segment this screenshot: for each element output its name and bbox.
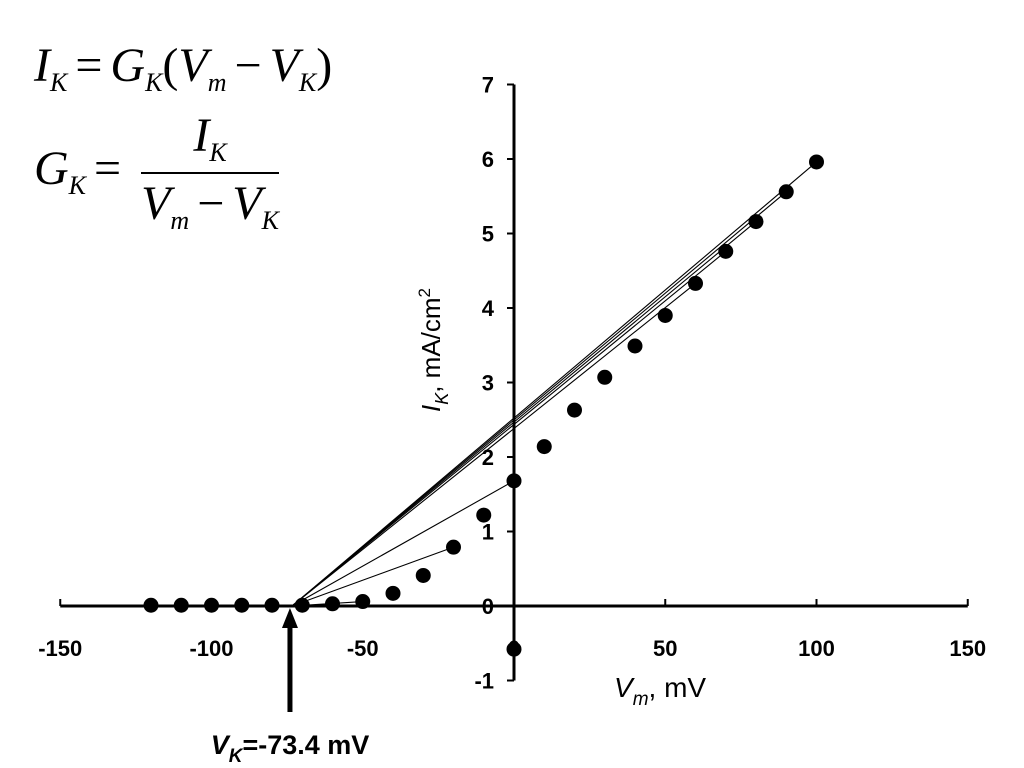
eq2-lhs: G [34, 142, 69, 196]
data-point [446, 539, 461, 555]
conductance-equation: GK = IK Vm − VK [34, 112, 279, 234]
y-axis-label-sup: 2 [415, 288, 434, 297]
data-point [567, 402, 582, 418]
x-tick-label: 50 [653, 636, 677, 661]
chord-line [291, 480, 515, 607]
eq2-den-vk-sub: K [261, 206, 279, 235]
eq1-g: G [110, 39, 146, 92]
data-point [809, 154, 824, 170]
x-axis-label-rest: , mV [649, 672, 707, 703]
y-tick-label: 5 [482, 222, 494, 247]
x-tick-label: -100 [189, 636, 233, 661]
data-point [627, 338, 643, 354]
data-point [476, 507, 492, 523]
data-point [415, 567, 431, 583]
eq2-fraction-bar [141, 172, 279, 174]
eq2-equals: = [94, 142, 122, 196]
eq2-num-i: I [193, 109, 210, 162]
x-axis-label-sub: m [633, 689, 649, 710]
vk-annotation-label: VK=-73.4 mV [211, 730, 370, 767]
vk-label-main: V [211, 730, 231, 760]
vk-arrow [281, 608, 298, 712]
eq1-open-paren: ( [162, 39, 179, 92]
data-point [657, 307, 673, 323]
x-ticks: -150-100-50050100150 [38, 599, 986, 661]
eq1-vk: V [269, 39, 299, 92]
current-equation: IK = GK(Vm − VK) [34, 42, 332, 96]
data-point [778, 184, 794, 200]
vk-label-rest: =-73.4 mV [242, 730, 369, 760]
y-axis-label: IK, mA/cm2 [415, 288, 452, 412]
eq1-minus: − [234, 39, 262, 92]
data-points [143, 154, 824, 657]
eq2-numerator: IK [141, 112, 279, 172]
eq1-lhs-sub: K [49, 68, 68, 97]
x-tick-label: -150 [38, 636, 82, 661]
y-ticks: -1 0 1 2 3 4 5 6 7 [474, 73, 514, 694]
eq1-g-sub: K [145, 68, 163, 97]
eq2-lhs-sub: K [68, 171, 87, 201]
eq1-close-paren: ) [316, 39, 333, 92]
data-point [294, 597, 310, 613]
y-axis-label-sub: K [432, 392, 452, 405]
data-point [234, 597, 250, 613]
vk-arrow-head [281, 608, 298, 628]
chord-line [291, 282, 696, 607]
eq1-lhs: I [34, 39, 50, 92]
data-point [385, 585, 401, 601]
eq2-num-sub: K [209, 138, 227, 167]
data-point [506, 473, 522, 489]
data-point [173, 597, 189, 613]
data-point [355, 594, 371, 610]
x-axis-label-main: V [614, 672, 635, 703]
chord-line [291, 546, 454, 607]
eq2-den-vk: V [232, 177, 262, 230]
y-tick-label: -1 [474, 669, 494, 694]
chord-lines [291, 161, 817, 607]
y-axis-label-main: I [416, 405, 446, 412]
x-tick-label: -50 [347, 636, 379, 661]
x-axis-label: Vm, mV [614, 672, 706, 710]
y-tick-label: 4 [482, 296, 495, 321]
eq2-denominator: Vm − VK [141, 174, 279, 234]
data-point [597, 369, 613, 385]
eq2-den-vm-sub: m [170, 206, 190, 235]
data-point [748, 214, 764, 230]
data-point [718, 243, 734, 259]
data-point [204, 597, 219, 613]
chord-line [291, 221, 757, 607]
vk-label-sub: K [229, 746, 244, 767]
y-tick-label: 2 [482, 445, 494, 470]
y-tick-label: 3 [482, 371, 494, 396]
data-point [688, 275, 703, 291]
data-point [506, 641, 522, 657]
x-tick-label: 100 [798, 636, 835, 661]
eq1-vm-sub: m [207, 68, 227, 97]
eq2-den-vm: V [141, 177, 171, 230]
eq1-vm: V [178, 39, 208, 92]
chord-line [291, 250, 727, 607]
data-point [325, 596, 340, 612]
data-point [264, 597, 280, 613]
y-tick-label: 6 [482, 147, 494, 172]
y-axis-label-rest: , mA/cm [416, 297, 446, 392]
chord-line [291, 161, 817, 607]
x-tick-label: 150 [949, 636, 986, 661]
eq1-equals: = [75, 39, 103, 92]
eq1-vk-sub: K [298, 68, 317, 97]
y-tick-label: 7 [482, 73, 494, 98]
eq2-fraction: IK Vm − VK [141, 112, 279, 234]
y-tick-label: 0 [482, 594, 494, 619]
y-tick-label: 1 [482, 520, 494, 545]
data-point [143, 597, 159, 613]
eq2-den-minus: − [197, 177, 225, 230]
data-point [536, 439, 552, 455]
